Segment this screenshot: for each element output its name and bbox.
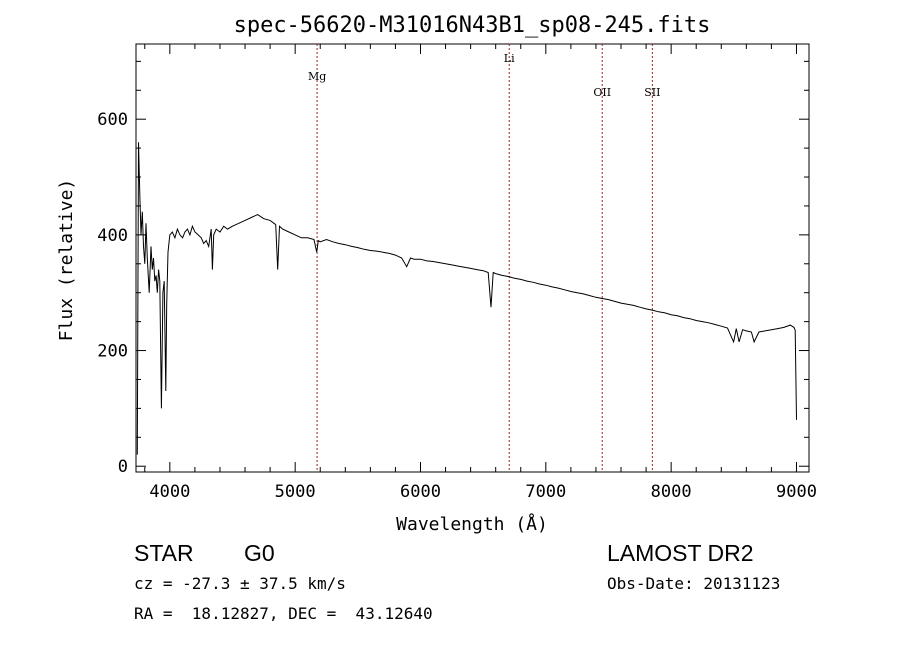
x-axis-label: Wavelength (Å)	[396, 513, 548, 535]
x-tick-label: 4000	[149, 482, 190, 502]
y-tick-label: 600	[97, 110, 128, 130]
y-axis-label: Flux (relative)	[56, 179, 77, 342]
object-class: STAR	[134, 540, 194, 566]
x-tick-label: 7000	[525, 482, 566, 502]
spectral-line-label: Mg	[308, 70, 326, 83]
spectral-line-label: Li	[504, 52, 515, 65]
spectral-line-markers: Mg Li OII SII	[308, 44, 660, 472]
cz-value: cz = -27.3 ± 37.5 km/s	[134, 574, 346, 593]
object-subclass: G0	[244, 540, 275, 566]
x-tick-label: 8000	[651, 482, 692, 502]
y-tick-label: 400	[97, 226, 128, 246]
obs-date: Obs-Date: 20131123	[607, 574, 781, 593]
spectral-line-label: OII	[593, 86, 611, 99]
plot-frame	[135, 43, 810, 473]
axis-ticks: 4000 5000 6000 7000 8000 9000 0 200 400 600	[97, 44, 817, 502]
spectrum-series-line	[136, 142, 797, 455]
y-tick-label: 0	[118, 457, 128, 477]
y-tick-label: 200	[97, 342, 128, 362]
spectral-line-label: SII	[644, 86, 660, 99]
x-tick-label: 6000	[400, 482, 441, 502]
x-tick-label: 5000	[275, 482, 316, 502]
chart-title: spec-56620-M31016N43B1_sp08-245.fits	[234, 13, 711, 38]
ra-dec: RA = 18.12827, DEC = 43.12640	[134, 604, 433, 623]
survey-name: LAMOST DR2	[607, 540, 754, 566]
x-tick-label: 9000	[776, 482, 817, 502]
